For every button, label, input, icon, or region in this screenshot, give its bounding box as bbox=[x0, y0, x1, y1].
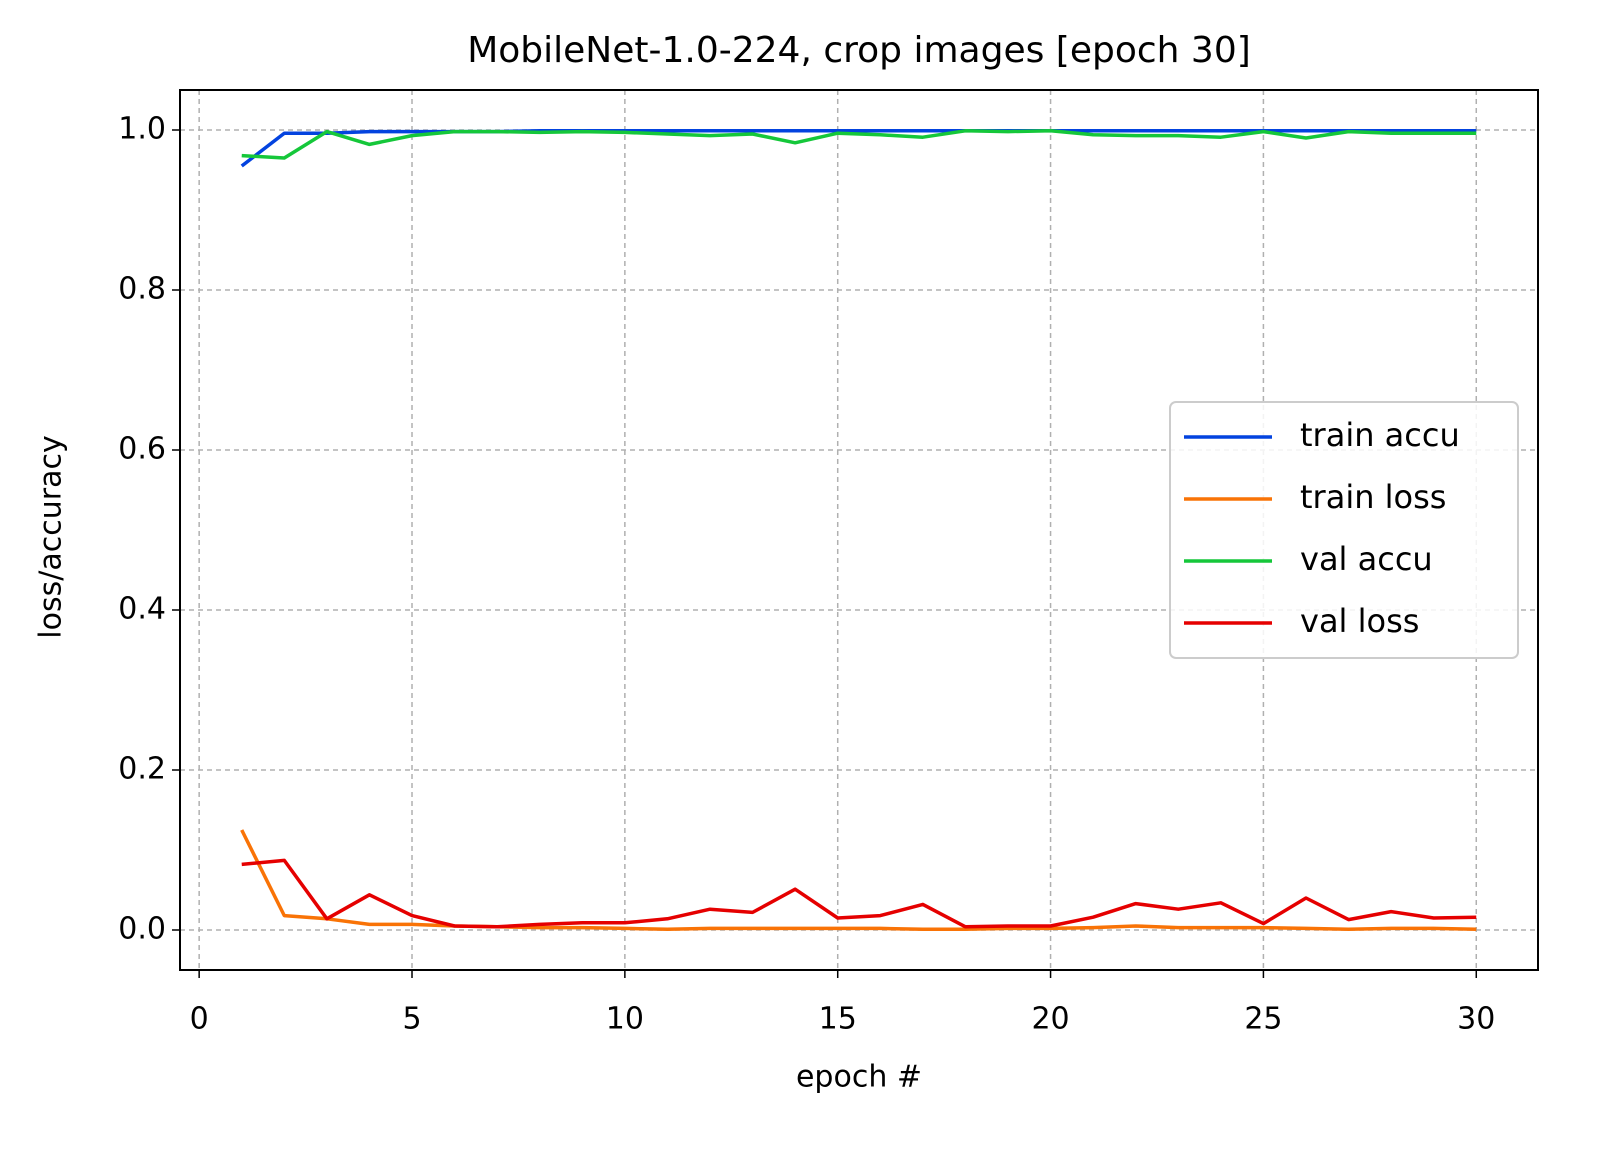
y-tick-label: 0.6 bbox=[118, 432, 166, 467]
legend-label: train loss bbox=[1300, 478, 1446, 516]
legend-box bbox=[1169, 401, 1519, 659]
chart-title: MobileNet-1.0-224, crop images [epoch 30… bbox=[467, 30, 1251, 71]
x-tick-label: 15 bbox=[819, 1002, 857, 1037]
x-tick-label: 20 bbox=[1031, 1002, 1069, 1037]
y-tick-label: 0.2 bbox=[118, 752, 166, 787]
x-axis-label: epoch # bbox=[796, 1060, 922, 1095]
line-series bbox=[241, 858, 1477, 929]
y-tick-label: 0.4 bbox=[118, 592, 166, 627]
plot-frame bbox=[179, 89, 1539, 971]
x-tick-label: 25 bbox=[1244, 1002, 1282, 1037]
y-tick-label: 0.8 bbox=[118, 272, 166, 307]
legend-label: val accu bbox=[1300, 540, 1433, 578]
legend-label: val loss bbox=[1300, 602, 1419, 640]
x-tick-label: 30 bbox=[1457, 1002, 1495, 1037]
line-series bbox=[241, 129, 1477, 160]
y-tick-label: 0.0 bbox=[118, 912, 166, 947]
x-tick-label: 10 bbox=[606, 1002, 644, 1037]
y-tick-label: 1.0 bbox=[118, 112, 166, 147]
legend-label: train accu bbox=[1300, 416, 1460, 454]
line-series bbox=[240, 829, 1477, 931]
x-tick-label: 0 bbox=[190, 1002, 209, 1037]
y-axis-label: loss/accuracy bbox=[34, 435, 69, 638]
x-tick-label: 5 bbox=[402, 1002, 421, 1037]
